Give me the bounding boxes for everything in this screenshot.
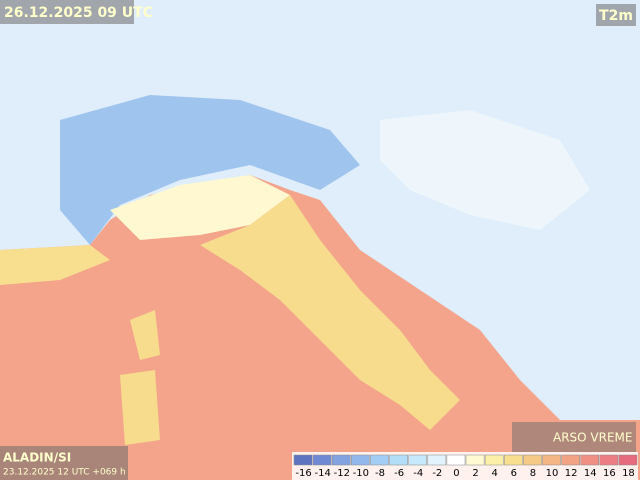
legend-label: -10 xyxy=(353,468,369,479)
legend-swatch xyxy=(370,454,389,466)
legend-label: 8 xyxy=(530,468,536,479)
legend-label: -14 xyxy=(314,468,330,479)
legend-swatch xyxy=(446,454,466,466)
legend-label: 12 xyxy=(565,468,578,479)
legend-label: -16 xyxy=(295,468,311,479)
legend-swatch xyxy=(351,454,370,466)
legend-swatch xyxy=(542,454,561,466)
legend-label: 18 xyxy=(622,468,635,479)
legend-swatch xyxy=(465,454,485,466)
brand-box xyxy=(512,422,636,452)
alps xyxy=(60,95,360,245)
legend-swatch xyxy=(523,454,542,466)
italy xyxy=(200,195,460,430)
legend-label: 14 xyxy=(584,468,597,479)
legend-label: -8 xyxy=(375,468,385,479)
legend-label: 2 xyxy=(472,468,478,479)
legend-label: 16 xyxy=(603,468,616,479)
title-box xyxy=(0,0,134,24)
legend-label: -6 xyxy=(394,468,404,479)
corsica xyxy=(130,310,160,360)
legend-swatch xyxy=(312,454,332,466)
legend-swatch xyxy=(580,454,600,466)
legend-swatch xyxy=(331,454,351,466)
legend-label: 10 xyxy=(546,468,559,479)
legend-swatch xyxy=(599,454,619,466)
pannonia xyxy=(380,110,590,230)
legend-swatch xyxy=(618,454,638,466)
legend-label: -2 xyxy=(432,468,442,479)
legend-swatch xyxy=(389,454,408,466)
legend-label: -4 xyxy=(413,468,423,479)
legend-label: 4 xyxy=(491,468,497,479)
legend-label: -12 xyxy=(334,468,350,479)
legend-swatch xyxy=(561,454,580,466)
model: ALADIN/SI xyxy=(3,451,71,465)
legend: -16 -14 -12 -10 -8 -6 -4 -2 0 2 4 6 8 10 12 14 16 18 xyxy=(292,452,638,480)
variable: T2m xyxy=(599,8,633,24)
legend-swatch xyxy=(293,454,313,466)
legend-label: 6 xyxy=(511,468,517,479)
sardinia xyxy=(120,370,160,445)
legend-swatch xyxy=(427,454,447,466)
france-coast xyxy=(0,245,110,285)
po-valley xyxy=(110,175,290,240)
variable-box xyxy=(596,4,636,26)
run: 23.12.2025 12 UTC +069 h xyxy=(3,468,126,478)
brand: ARSO VREME xyxy=(553,431,633,445)
legend-swatch xyxy=(408,454,428,466)
title: 26.12.2025 09 UTC xyxy=(4,5,153,21)
legend-label: 0 xyxy=(453,468,459,479)
footer-box xyxy=(0,446,128,480)
legend-swatch xyxy=(484,454,504,466)
legend-swatch xyxy=(503,454,523,466)
